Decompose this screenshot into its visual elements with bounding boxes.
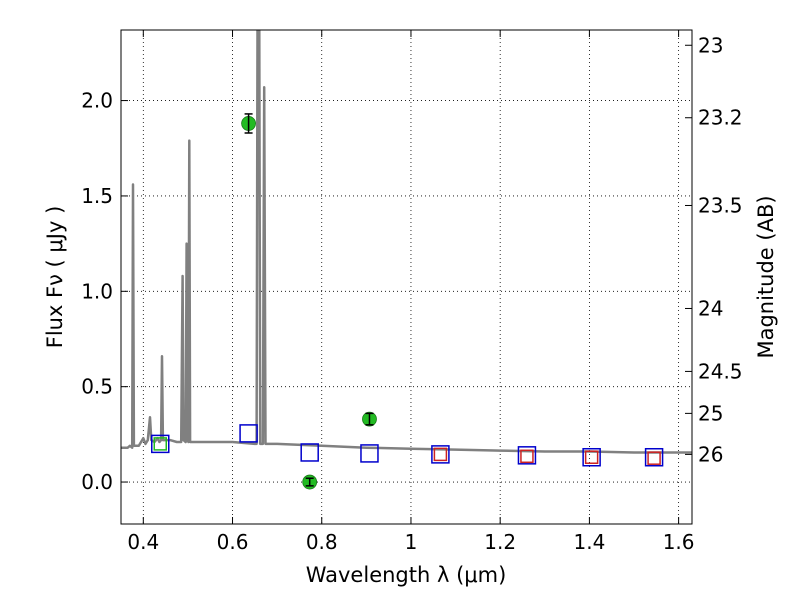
y-tick-label: 2.0 bbox=[81, 89, 113, 113]
x-axis-label: Wavelength λ (μm) bbox=[306, 563, 507, 587]
model-band-square bbox=[582, 447, 601, 467]
y-tick-label: 1.0 bbox=[81, 279, 113, 303]
model-band-square bbox=[239, 424, 258, 443]
grid bbox=[121, 30, 692, 524]
model-band-square bbox=[644, 447, 664, 467]
right-tick-label: 23.5 bbox=[698, 193, 743, 217]
model-band-square bbox=[151, 434, 170, 454]
model-band-square bbox=[300, 443, 319, 462]
series-layer bbox=[121, 30, 692, 490]
spectrum-line bbox=[121, 30, 692, 454]
model-band-square-small bbox=[153, 437, 168, 451]
right-tick-label: 24 bbox=[698, 296, 723, 320]
model-band-square-small bbox=[433, 447, 448, 462]
x-tick-label: 1.6 bbox=[663, 530, 695, 554]
right-axis-label: Magnitude (AB) bbox=[754, 195, 778, 358]
plot-frame bbox=[120, 29, 693, 525]
x-tick-label: 1.2 bbox=[484, 530, 516, 554]
x-tick-label: 0.4 bbox=[127, 530, 159, 554]
right-tick-label: 23.2 bbox=[698, 106, 743, 130]
y-tick-label: 0.5 bbox=[81, 375, 113, 399]
model-band-square bbox=[360, 444, 379, 463]
x-tick-label: 1.4 bbox=[573, 530, 605, 554]
y-tick-label: 1.5 bbox=[81, 184, 113, 208]
model-band-square-small bbox=[647, 451, 661, 465]
right-tick-label: 24.5 bbox=[698, 359, 743, 383]
model-band-square-small bbox=[520, 449, 534, 464]
right-tick-label: 23 bbox=[698, 33, 723, 57]
right-tick-label: 25 bbox=[698, 401, 723, 425]
y-tick-label: 0.0 bbox=[81, 470, 113, 494]
y-axis-label: Flux Fν ( μJy ) bbox=[43, 206, 67, 349]
x-tick-label: 0.8 bbox=[306, 530, 338, 554]
x-tick-label: 1 bbox=[405, 530, 418, 554]
axis-ticks: 0.4 0.6 0.8 1 1.2 1.4 1.6 0.0 0.5 1.0 1.5 2.0 23 23.2… bbox=[81, 30, 743, 554]
model-band-square bbox=[517, 446, 537, 465]
x-tick-label: 0.6 bbox=[217, 530, 249, 554]
right-tick-label: 26 bbox=[698, 442, 723, 466]
model-band-square bbox=[431, 445, 450, 464]
model-band-square-small bbox=[584, 450, 599, 464]
